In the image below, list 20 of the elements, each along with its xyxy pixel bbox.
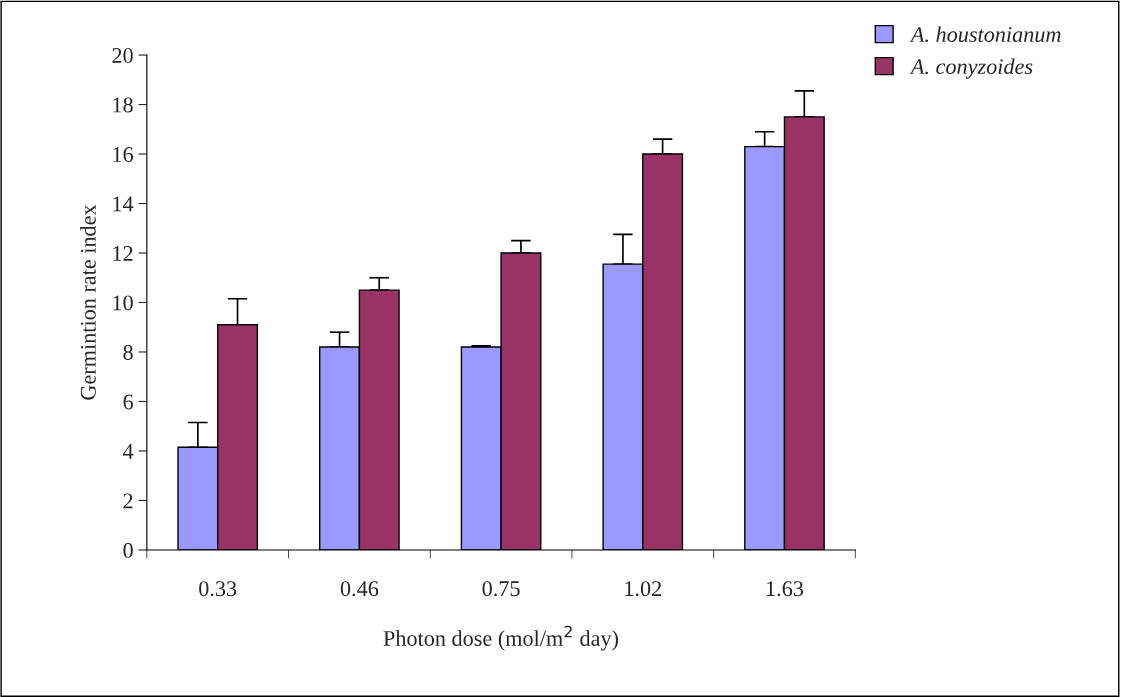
y-tick-label: 14 [113,196,134,212]
y-axis-title: Germintion rate index [80,204,96,400]
x-tick-label: 0.46 [340,581,379,597]
y-tick-label: 4 [122,444,134,459]
x-axis-title: Photon dose (mol/m$^{2}$ day) [383,625,619,651]
y-tick-label: 16 [113,147,133,162]
x-tick-label: 1.63 [766,581,804,597]
x-tick-label: 1.02 [625,581,661,597]
y-tick-label: 10 [113,295,133,311]
x-tick-label: 0.33 [199,581,237,597]
legend-label: A. houstonianum [909,26,1061,43]
y-tick-label: 6 [123,394,133,410]
y-tick-label: 8 [123,344,133,360]
y-tick-label: 18 [113,97,133,113]
y-tick-label: 20 [112,48,133,63]
y-tick-label: 12 [113,246,133,261]
y-tick-label: 0 [123,542,133,558]
legend-label: A. conyzoides [909,58,1033,79]
x-tick-label: 0.75 [482,581,520,597]
y-tick-label: 2 [123,493,133,509]
